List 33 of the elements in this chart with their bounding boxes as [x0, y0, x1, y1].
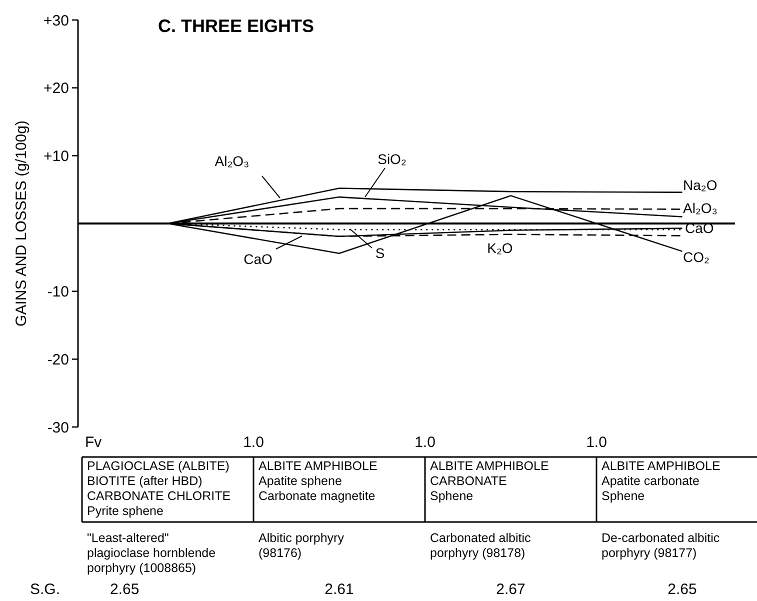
- series-label: S: [375, 245, 385, 261]
- text: 2.67: [496, 581, 526, 598]
- text: 2.65: [110, 581, 140, 598]
- text: 2.65: [668, 581, 697, 598]
- y-tick-label: -30: [47, 419, 69, 436]
- text: ALBITE AMPHIBOLE CARBONATE Sphene: [430, 459, 549, 503]
- y-axis-title: GAINS AND LOSSES (g/100g): [13, 120, 30, 326]
- series-label: Na₂O: [683, 177, 718, 193]
- y-tick-label: +30: [44, 12, 69, 30]
- series-label: K₂O: [487, 240, 513, 256]
- text: 2.61: [324, 581, 354, 598]
- text: 1.0: [414, 434, 436, 451]
- text: 1.0: [243, 434, 264, 451]
- series-label: CO₂: [683, 249, 710, 265]
- text: ALBITE AMPHIBOLE Apatite carbonate Sphene: [602, 459, 720, 503]
- text: Al₂O₃: [214, 153, 250, 169]
- text: S.G.: [30, 581, 60, 598]
- text: 1.0: [586, 434, 607, 451]
- text: De-carbonated albitic porphyry (98177): [602, 531, 720, 560]
- text: ALBITE AMPHIBOLE Apatite sphene Carbonate magnetite: [258, 459, 378, 503]
- text: Fv: [85, 434, 102, 451]
- y-tick-label: +10: [44, 148, 69, 165]
- text: PLAGIOCLASE (ALBITE) BIOTITE (after HBD) CARBONATE CHLORITE Pyrite sphene: [87, 459, 231, 518]
- text: "Least-altered" plagioclase hornblende porphyry (1008865): [87, 531, 216, 575]
- series-label: Al₂O₃: [683, 200, 718, 216]
- y-tick-label: -20: [47, 351, 69, 368]
- text: Carbonated albitic porphyry (98178): [430, 531, 531, 560]
- chart-title: C. THREE EIGHTS: [158, 16, 314, 36]
- y-tick-label: +20: [44, 80, 69, 98]
- y-tick-label: -10: [47, 284, 69, 301]
- text: Albitic porphyry (98176): [258, 531, 345, 560]
- text: SiO₂: [378, 151, 406, 167]
- text: CaO: [244, 251, 272, 267]
